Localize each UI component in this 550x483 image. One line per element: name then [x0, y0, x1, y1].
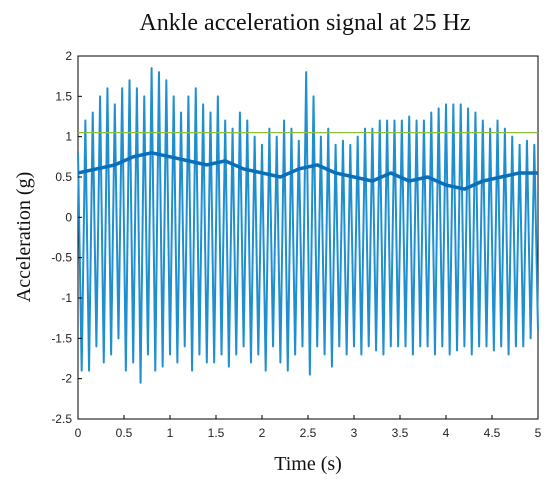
x-tick-label: 3 [351, 426, 358, 440]
y-axis-ticks: 2 1.5 1 0.5 0 -0.5 -1 -1.5 -2 -2.5 [51, 49, 82, 426]
x-tick-label: 4.5 [484, 426, 501, 440]
x-tick-label: 1.5 [208, 426, 225, 440]
y-tick-label: -2.5 [51, 412, 72, 426]
x-tick-label: 5 [535, 426, 542, 440]
x-axis-ticks: 0 0.5 1 1.5 2 2.5 3 3.5 4 4.5 5 [75, 415, 542, 440]
y-tick-label: 0.5 [55, 170, 72, 184]
y-tick-label: 0 [65, 210, 72, 224]
y-tick-label: 1 [65, 130, 72, 144]
y-tick-label: -1 [61, 291, 72, 305]
x-tick-label: 1 [167, 426, 174, 440]
y-tick-label: 2 [65, 49, 72, 63]
y-tick-label: -0.5 [51, 251, 72, 265]
series-layer [77, 67, 539, 384]
x-tick-label: 0.5 [116, 426, 133, 440]
y-tick-label: -2 [61, 372, 72, 386]
x-tick-label: 2.5 [300, 426, 317, 440]
y-tick-label: -1.5 [51, 331, 72, 345]
envelope-line [77, 151, 538, 191]
x-axis-label: Time (s) [274, 453, 342, 475]
y-axis-label: Acceleration (g) [13, 172, 35, 302]
y-tick-label: 1.5 [55, 89, 72, 103]
x-tick-label: 3.5 [392, 426, 409, 440]
signal-line [77, 67, 539, 384]
x-tick-label: 0 [75, 426, 82, 440]
x-tick-label: 2 [259, 426, 266, 440]
chart-title: Ankle acceleration signal at 25 Hz [139, 10, 470, 36]
x-tick-label: 4 [443, 426, 450, 440]
